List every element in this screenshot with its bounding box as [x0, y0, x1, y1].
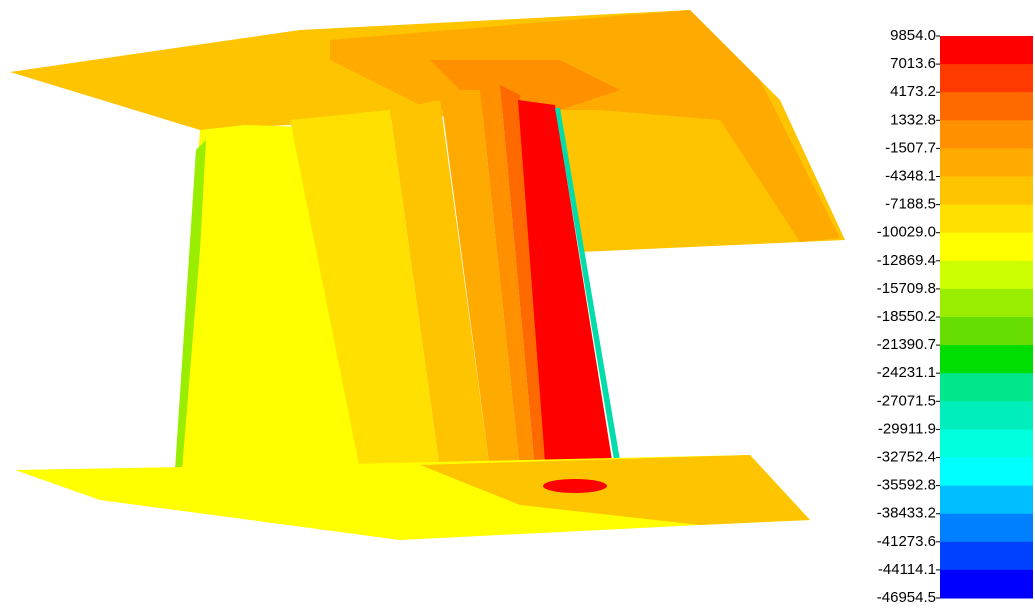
- color-band: [940, 485, 1033, 515]
- colorbar-label: -4348.1: [885, 167, 936, 184]
- color-band: [940, 288, 1033, 318]
- colorbar-label: 4173.2: [890, 83, 936, 100]
- colorbar-label: -12869.4: [877, 252, 936, 269]
- mid-band: [500, 85, 548, 470]
- color-band: [940, 345, 1033, 374]
- mid-band: [480, 85, 535, 470]
- colorbar-label: -18550.2: [877, 308, 936, 325]
- colorbar-label: 7013.6: [890, 55, 936, 72]
- mid-band: [440, 90, 520, 470]
- colorbar-label: -10029.0: [877, 224, 936, 241]
- colorbar-label: -29911.9: [878, 420, 936, 437]
- colorbar-label: -15709.8: [877, 280, 936, 297]
- color-band: [940, 513, 1033, 543]
- color-band: [940, 92, 1033, 121]
- color-band: [940, 176, 1033, 206]
- blade-edge: [555, 108, 620, 460]
- colorbar-label: -44114.1: [878, 561, 936, 578]
- colorbar-label: 9854.0: [890, 27, 936, 44]
- color-band: [940, 429, 1033, 459]
- left-vane-edge: [175, 140, 206, 470]
- mid-band: [390, 100, 490, 470]
- colorbar-label: -32752.4: [877, 448, 936, 465]
- colorbar-label: -7188.5: [885, 196, 936, 213]
- colorbar-label: -41273.6: [877, 533, 936, 550]
- colorbar-label: -21390.7: [877, 336, 936, 353]
- color-band: [940, 120, 1033, 149]
- color-band: [940, 316, 1033, 346]
- surface-plot: [10, 10, 845, 540]
- color-band: [940, 373, 1033, 402]
- color-band: [940, 148, 1033, 177]
- colorbar-label: -1507.7: [885, 139, 936, 156]
- bottom-hotspot: [543, 479, 607, 493]
- colorbar-label: -24231.1: [877, 364, 936, 381]
- color-band: [940, 232, 1033, 262]
- color-band: [940, 569, 1033, 599]
- colorbar-label: -46954.5: [877, 589, 936, 606]
- color-band: [940, 64, 1033, 93]
- color-band: [940, 541, 1033, 571]
- color-band: [940, 204, 1033, 234]
- colorbar-label: -27071.5: [877, 392, 936, 409]
- colorbar-label: 1332.8: [890, 111, 936, 128]
- color-band: [940, 401, 1033, 430]
- colorbar-label: -35592.8: [877, 477, 936, 494]
- colorbar-label: -38433.2: [877, 505, 936, 522]
- color-band: [940, 457, 1033, 487]
- red-blade: [518, 100, 612, 462]
- color-band: [940, 36, 1033, 65]
- colorbar: 9854.0 7013.6 4173.2 1332.8 -1507.7 -4348.1 -7…: [877, 27, 1033, 606]
- bottom-plate-band: [420, 455, 810, 525]
- color-band: [940, 260, 1033, 290]
